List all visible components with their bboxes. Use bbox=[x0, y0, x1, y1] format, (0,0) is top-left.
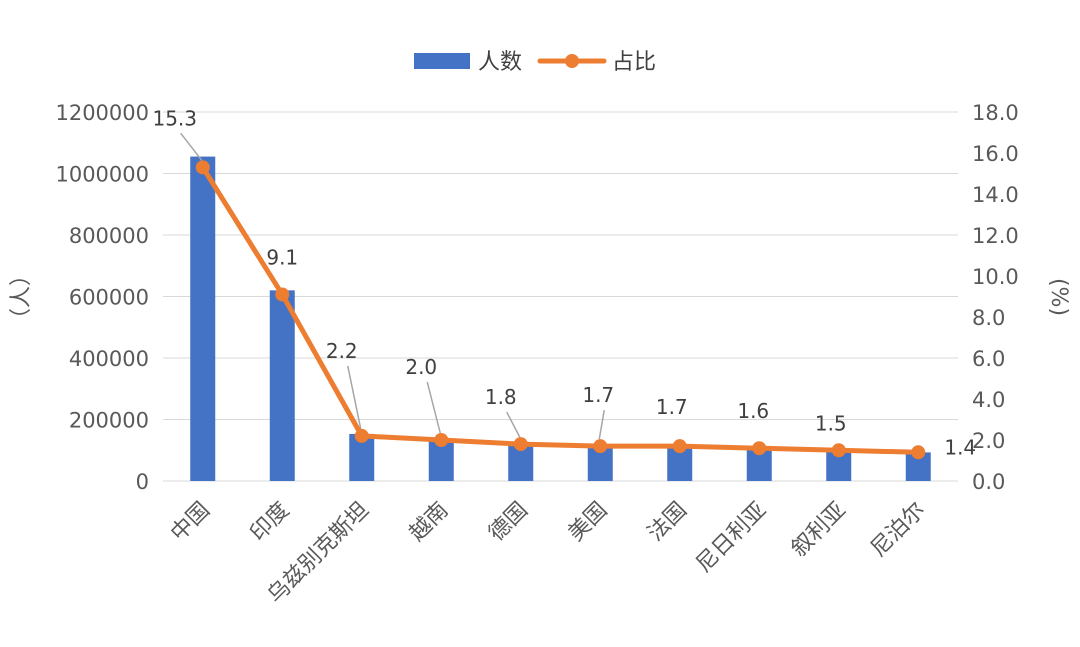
data-labels: 15.3 9.1 2.2 2.0 1.8 1.7 1.7 1.6 1.5 1.4 bbox=[152, 106, 976, 459]
gridlines bbox=[163, 111, 958, 482]
category-label: 尼泊尔 bbox=[866, 498, 930, 562]
category-label: 尼日利亚 bbox=[692, 498, 772, 578]
bar bbox=[190, 156, 216, 481]
line-marker bbox=[434, 433, 449, 447]
line-marker bbox=[752, 441, 767, 456]
line-marker bbox=[911, 445, 926, 460]
line-path bbox=[200, 164, 921, 455]
bar bbox=[269, 290, 295, 481]
leader-line bbox=[598, 410, 605, 440]
data-label: 1.5 bbox=[815, 411, 847, 435]
leader-line bbox=[180, 132, 203, 161]
right-tick-label: 16.0 bbox=[972, 142, 1019, 166]
line-marker bbox=[593, 439, 608, 454]
right-tick-label: 6.0 bbox=[972, 347, 1005, 371]
line-marker bbox=[513, 437, 528, 452]
line-marker bbox=[831, 443, 846, 458]
leader-line bbox=[426, 381, 441, 434]
right-tick-label: 14.0 bbox=[972, 183, 1019, 207]
left-tick-label: 200000 bbox=[69, 409, 149, 433]
legend: 人数 占比 bbox=[414, 50, 656, 75]
right-tick-label: 0.0 bbox=[972, 470, 1005, 494]
right-tick-label: 2.0 bbox=[972, 429, 1005, 453]
line-series bbox=[195, 160, 926, 460]
category-label: 印度 bbox=[246, 498, 295, 547]
bar-series bbox=[190, 156, 931, 481]
left-tick-label: 600000 bbox=[69, 286, 149, 310]
data-label-leaders bbox=[180, 132, 605, 440]
right-axis-label: (%) bbox=[1046, 278, 1071, 316]
leader-line bbox=[506, 411, 521, 438]
category-label: 叙利亚 bbox=[787, 498, 851, 562]
data-label: 2.0 bbox=[405, 355, 437, 379]
right-tick-label: 8.0 bbox=[972, 306, 1005, 330]
left-tick-label: 1000000 bbox=[55, 163, 149, 187]
data-label: 1.8 bbox=[485, 385, 517, 409]
line-marker bbox=[354, 428, 369, 443]
data-label: 1.7 bbox=[582, 383, 614, 407]
left-axis-ticks: 0 200000 400000 600000 800000 1000000 1200000 bbox=[55, 101, 149, 494]
category-label: 中国 bbox=[166, 498, 215, 547]
leader-line bbox=[347, 365, 362, 430]
line-marker bbox=[275, 287, 290, 302]
line-marker bbox=[672, 439, 687, 454]
legend-swatch-marker bbox=[565, 54, 579, 68]
category-label: 法国 bbox=[643, 498, 692, 547]
data-label: 1.7 bbox=[656, 395, 688, 419]
left-axis-label: （人） bbox=[9, 264, 34, 330]
left-tick-label: 1200000 bbox=[55, 101, 149, 125]
category-label: 德国 bbox=[484, 498, 533, 547]
legend-label-bar: 人数 bbox=[478, 50, 522, 75]
data-label: 1.4 bbox=[944, 435, 976, 459]
legend-label-line: 占比 bbox=[612, 50, 656, 75]
right-tick-label: 12.0 bbox=[972, 224, 1019, 248]
category-label: 越南 bbox=[405, 498, 454, 547]
right-tick-label: 18.0 bbox=[972, 101, 1019, 125]
data-label: 2.2 bbox=[326, 339, 358, 363]
category-label: 美国 bbox=[564, 498, 613, 547]
left-tick-label: 800000 bbox=[69, 224, 149, 248]
line-marker bbox=[195, 160, 210, 175]
data-label: 9.1 bbox=[266, 245, 298, 269]
legend-swatch-bar bbox=[414, 53, 470, 69]
right-tick-label: 10.0 bbox=[972, 265, 1019, 289]
right-tick-label: 4.0 bbox=[972, 388, 1005, 412]
data-label: 15.3 bbox=[152, 106, 197, 130]
left-tick-label: 0 bbox=[136, 470, 149, 494]
left-tick-label: 400000 bbox=[69, 347, 149, 371]
data-label: 1.6 bbox=[737, 399, 769, 423]
right-axis-ticks: 0.0 2.0 4.0 6.0 8.0 10.0 12.0 14.0 16.0 18.0 bbox=[972, 101, 1019, 494]
